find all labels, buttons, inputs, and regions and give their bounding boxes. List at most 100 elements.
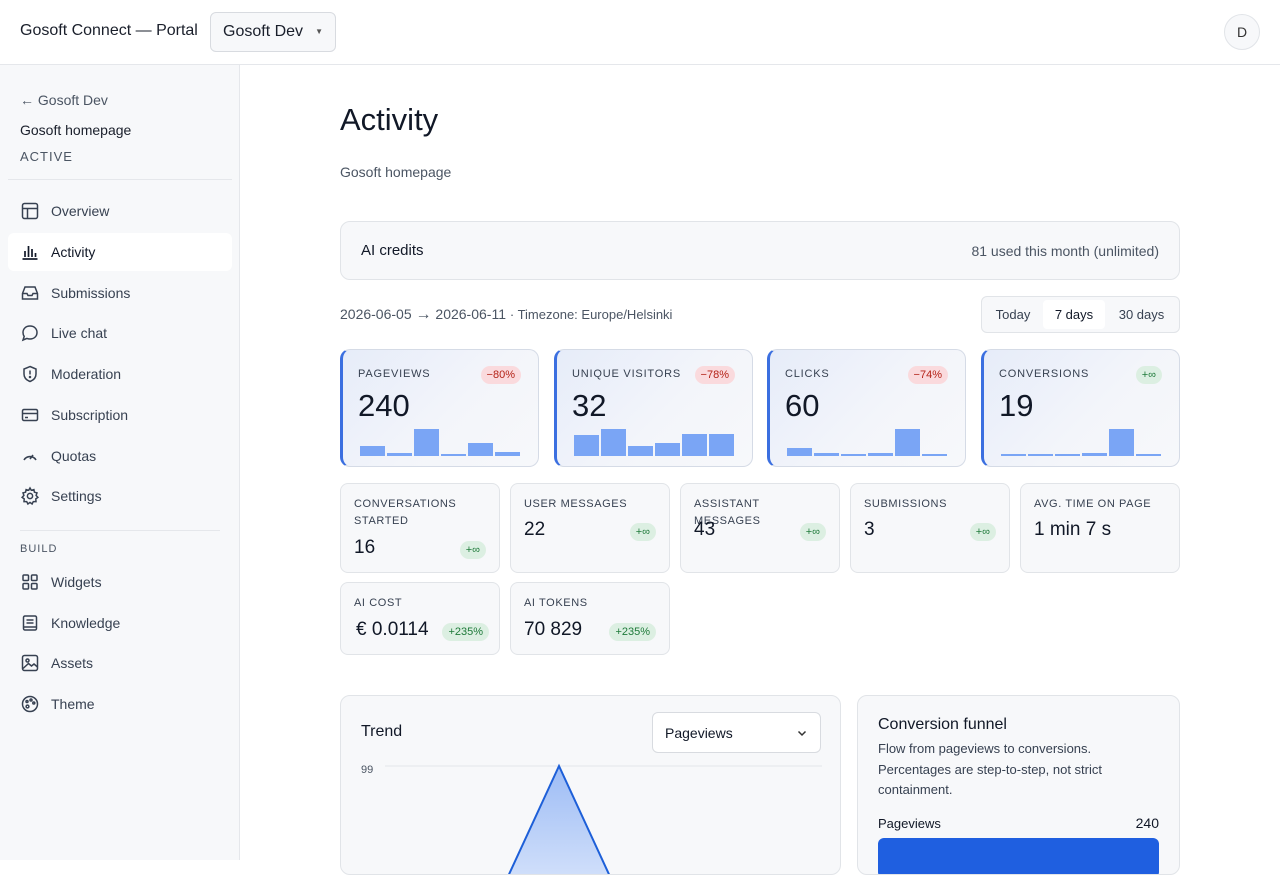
kpi-card-clicks[interactable]: CLICKS −74% 60	[767, 349, 966, 467]
kpi-label: UNIQUE VISITORS	[572, 368, 681, 380]
sparkline-bar	[1082, 453, 1107, 456]
sidebar-item-live-chat[interactable]: Live chat	[8, 314, 232, 352]
kpi-value: 240	[358, 388, 410, 423]
sidebar-item-assets[interactable]: Assets	[8, 644, 232, 682]
sidebar-item-subscription[interactable]: Subscription	[8, 396, 232, 434]
kpi-value: 32	[572, 388, 607, 423]
gear-icon	[20, 486, 40, 506]
kpi-card-unique-visitors[interactable]: UNIQUE VISITORS −78% 32	[554, 349, 753, 467]
sidebar-item-quotas[interactable]: Quotas	[8, 437, 232, 475]
trend-title: Trend	[361, 723, 403, 740]
funnel-step-value: 240	[1135, 815, 1159, 831]
stat-card-conversations-started[interactable]: CONVERSATIONS STARTED 16 +∞	[340, 483, 500, 573]
ai-credits-panel: AI credits 81 used this month (unlimited…	[340, 221, 1180, 280]
sidebar-item-label: Overview	[51, 203, 110, 219]
metric-select-value: Pageviews	[665, 725, 733, 741]
stat-card-avg-time-on-page[interactable]: AVG. TIME ON PAGE 1 min 7 s	[1020, 483, 1180, 573]
org-select[interactable]: Gosoft Dev ▼	[210, 12, 337, 52]
sparkline-bar	[922, 454, 947, 456]
sparkline-bar	[574, 435, 599, 456]
chat-bubble-icon	[21, 325, 38, 342]
credit-card-icon	[21, 408, 39, 422]
stat-card-assistant-messages[interactable]: ASSISTANT MESSAGES 43 +∞	[680, 483, 840, 573]
stat-value: 70 829	[524, 619, 583, 640]
delta-badge: −74%	[907, 366, 948, 384]
sidebar-item-submissions[interactable]: Submissions	[8, 274, 232, 312]
sparkline-bar	[414, 429, 439, 456]
sidebar-item-theme[interactable]: Theme	[8, 685, 232, 723]
sidebar-item-label: Quotas	[51, 448, 97, 464]
sidebar-item-label: Widgets	[51, 574, 102, 590]
kpi-label: PAGEVIEWS	[358, 368, 431, 380]
delta-badge: −78%	[694, 366, 735, 384]
stat-value: 16	[354, 537, 376, 558]
sparkline-bar	[709, 434, 734, 456]
metric-select[interactable]: Pageviews	[652, 712, 821, 753]
date-range: 2026-06-05 → 2026-06-11 · Timezone: Euro…	[340, 306, 672, 324]
range-option-7-days[interactable]: 7 days	[1043, 300, 1105, 329]
sparkline-bar	[601, 429, 626, 456]
sidebar-item-widgets[interactable]: Widgets	[8, 563, 232, 601]
delta-badge: +235%	[442, 623, 489, 641]
sidebar-item-label: Theme	[51, 696, 95, 712]
sidebar-item-knowledge[interactable]: Knowledge	[8, 604, 232, 642]
stat-card-ai-tokens[interactable]: AI TOKENS 70 829 +235%	[510, 582, 670, 655]
ai-credits-value: 81 used this month (unlimited)	[971, 243, 1159, 259]
range-option-today[interactable]: Today	[995, 307, 1031, 322]
delta-badge: +∞	[629, 523, 656, 541]
table-icon	[21, 202, 39, 220]
back-link[interactable]: ← Gosoft Dev	[20, 92, 108, 108]
sparkline-bar	[814, 453, 839, 456]
sparkline-bar	[655, 443, 680, 456]
stat-value: 1 min 7 s	[1034, 519, 1112, 540]
bar-chart-icon	[22, 246, 38, 260]
section-label-build: BUILD	[20, 543, 58, 555]
range-end: 2026-06-11	[435, 306, 506, 322]
sidebar-item-label: Subscription	[51, 407, 129, 423]
kpi-card-conversions[interactable]: CONVERSIONS +∞ 19	[981, 349, 1180, 467]
kpi-label: CLICKS	[785, 368, 830, 380]
sidebar-item-moderation[interactable]: Moderation	[8, 355, 232, 393]
sparkline-bar	[1001, 454, 1026, 456]
stat-card-ai-cost[interactable]: AI COST € 0.0114 +235%	[340, 582, 500, 655]
kpi-label: CONVERSIONS	[999, 368, 1090, 380]
delta-badge: +∞	[969, 523, 996, 541]
sidebar-item-settings[interactable]: Settings	[8, 477, 232, 515]
sparkline-bar	[495, 452, 520, 456]
ai-credits-title: AI credits	[361, 242, 424, 259]
conversion-funnel-panel: Conversion funnel Flow from pageviews to…	[857, 695, 1180, 875]
gauge-icon	[23, 454, 37, 461]
inbox-icon	[21, 286, 39, 300]
sidebar-item-overview[interactable]: Overview	[8, 192, 232, 230]
sidebar-item-label: Moderation	[51, 366, 122, 382]
caret-down-icon: ▼	[315, 27, 324, 36]
image-icon	[21, 654, 39, 672]
avatar[interactable]: D	[1224, 14, 1260, 50]
sidebar-divider	[20, 530, 220, 531]
delta-badge: +235%	[609, 623, 656, 641]
stat-card-user-messages[interactable]: USER MESSAGES 22 +∞	[510, 483, 670, 573]
sparkline-bar	[1109, 429, 1134, 456]
book-icon	[22, 615, 38, 631]
kpi-value: 60	[785, 388, 820, 423]
sidebar-item-label: Submissions	[51, 285, 131, 301]
stat-value: 3	[864, 519, 875, 540]
stat-label: AI COST	[354, 597, 403, 609]
funnel-description: Flow from pageviews to conversions. Perc…	[878, 741, 1102, 797]
stat-card-submissions[interactable]: SUBMISSIONS 3 +∞	[850, 483, 1010, 573]
funnel-step-bar[interactable]	[878, 838, 1159, 874]
sparkline-bar	[387, 453, 412, 456]
stat-label: AVG. TIME ON PAGE	[1034, 498, 1152, 510]
arrow-right-icon: →	[415, 306, 432, 323]
kpi-card-pageviews[interactable]: PAGEVIEWS −80% 240	[340, 349, 539, 467]
chevron-down-icon	[797, 730, 807, 737]
org-select-value: Gosoft Dev	[223, 23, 304, 40]
delta-badge: −80%	[480, 366, 521, 384]
sparkline-bar	[628, 446, 653, 456]
range-selector: Today 7 days 30 days	[981, 296, 1180, 333]
sidebar-item-activity[interactable]: Activity	[8, 233, 232, 271]
range-start: 2026-06-05	[340, 306, 412, 322]
range-option-30-days[interactable]: 30 days	[1118, 307, 1165, 322]
sidebar-item-label: Activity	[51, 244, 96, 260]
app-title[interactable]: Gosoft Connect — Portal	[20, 22, 198, 39]
